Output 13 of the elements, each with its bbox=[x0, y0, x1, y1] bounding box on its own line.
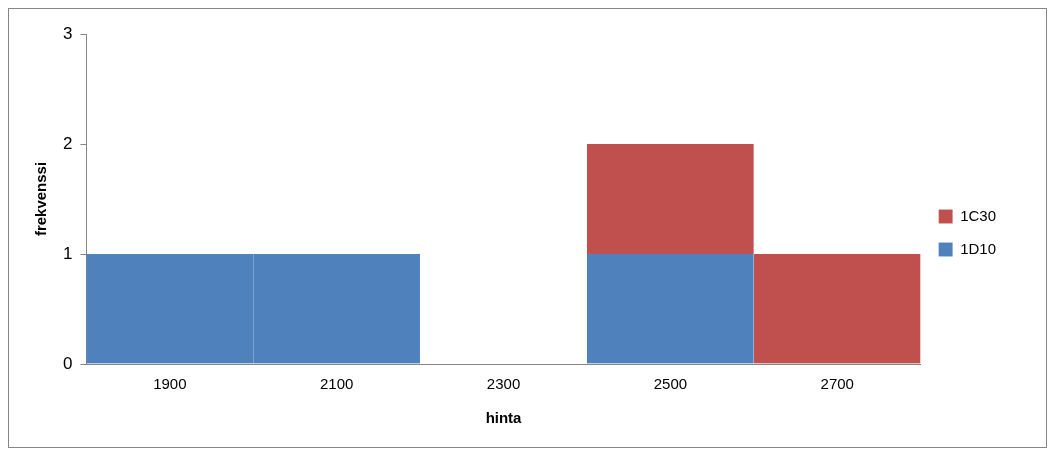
y-tick-label: 0 bbox=[62, 353, 73, 373]
x-tick-label: 2300 bbox=[486, 375, 521, 393]
x-tick-label: 2100 bbox=[320, 375, 354, 393]
y-tick-label: 3 bbox=[62, 23, 73, 43]
y-tick-label: 2 bbox=[62, 133, 73, 153]
y-axis-title: frekvenssi bbox=[32, 161, 50, 237]
x-tick-label: 1900 bbox=[153, 375, 187, 393]
legend-label: 1C30 bbox=[960, 206, 996, 224]
x-tick-label: 2500 bbox=[653, 375, 688, 393]
y-tick-label: 1 bbox=[62, 243, 73, 263]
x-tick-label: 2700 bbox=[820, 375, 854, 393]
x-axis-title: hinta bbox=[485, 409, 523, 427]
legend-label: 1D10 bbox=[960, 239, 996, 257]
